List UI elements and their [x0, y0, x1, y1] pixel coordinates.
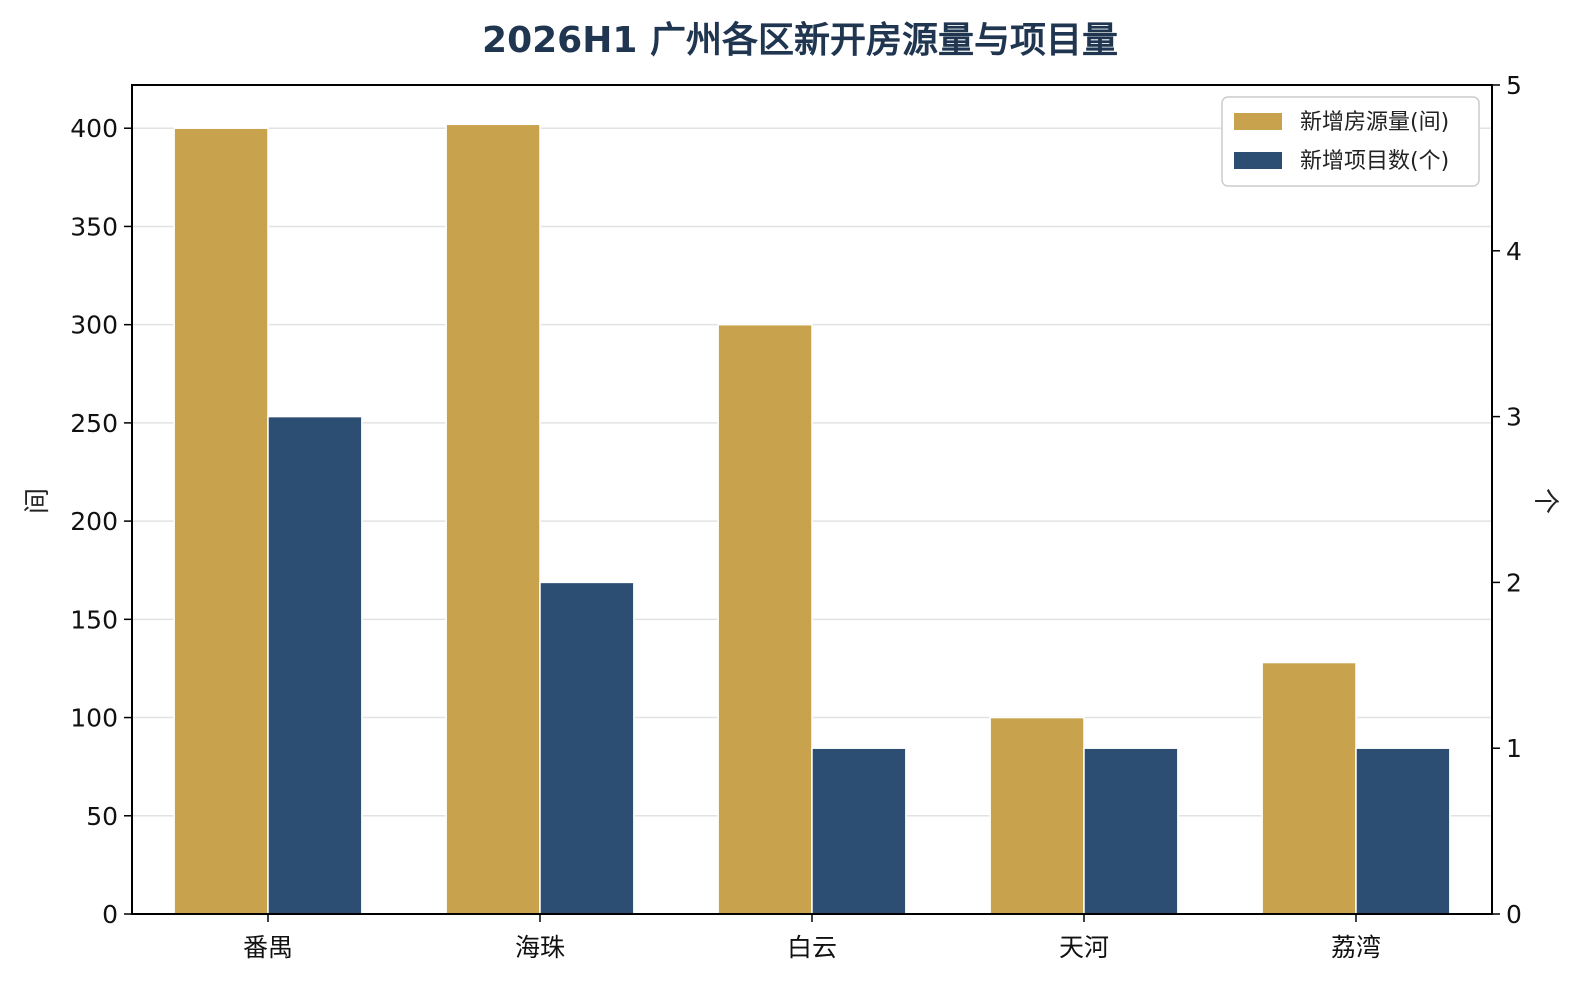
y2-tick-label: 0 — [1506, 900, 1522, 929]
bar-series-1 — [1083, 747, 1179, 915]
x-tick-label: 海珠 — [515, 933, 565, 962]
y-tick-label: 50 — [86, 802, 118, 831]
bar-series-0 — [445, 123, 541, 915]
y2-tick-label: 1 — [1506, 734, 1522, 763]
legend-swatch-series-0 — [1234, 113, 1282, 130]
bar-series-1 — [811, 747, 907, 915]
y2-tick-label: 4 — [1506, 237, 1522, 266]
y-tick-label: 100 — [70, 704, 118, 733]
x-tick-label: 白云 — [787, 933, 837, 962]
legend-box — [1221, 96, 1480, 187]
y2-axis-label: 个 — [1530, 488, 1560, 514]
x-tick-label: 荔湾 — [1331, 933, 1381, 962]
bar-series-0 — [989, 716, 1085, 915]
x-tick-label: 天河 — [1059, 933, 1109, 962]
bar-series-0 — [717, 323, 813, 915]
legend-label-series-1: 新增项目数(个) — [1300, 149, 1449, 174]
y-tick-label: 400 — [70, 114, 118, 143]
bars — [173, 123, 1451, 915]
legend-swatch-series-1 — [1234, 152, 1282, 169]
bar-series-0 — [173, 127, 269, 915]
bar-series-1 — [539, 581, 635, 915]
legend: 新增房源量(间) 新增项目数(个) — [1221, 96, 1480, 187]
x-axis: 番禺 海珠 白云 天河 荔湾 — [243, 914, 1381, 962]
bar-series-1 — [1355, 747, 1451, 915]
y-tick-label: 350 — [70, 212, 118, 241]
y-axis-label: 间 — [23, 488, 53, 514]
chart-title: 2026H1 广州各区新开房源量与项目量 — [482, 20, 1118, 61]
y-axis-left: 0 50 100 150 200 250 300 350 400 — [70, 114, 132, 929]
y2-tick-label: 2 — [1506, 568, 1522, 597]
legend-label-series-0: 新增房源量(间) — [1300, 110, 1449, 135]
y-tick-label: 150 — [70, 605, 118, 634]
x-tick-label: 番禺 — [243, 933, 293, 962]
y2-tick-label: 5 — [1506, 71, 1522, 100]
y-tick-label: 200 — [70, 507, 118, 536]
y2-tick-label: 3 — [1506, 403, 1522, 432]
y-tick-label: 300 — [70, 311, 118, 340]
y-tick-label: 250 — [70, 409, 118, 438]
y-tick-label: 0 — [102, 900, 118, 929]
bar-series-0 — [1261, 661, 1357, 915]
bar-series-1 — [267, 415, 363, 915]
y-axis-right: 0 1 2 3 4 5 — [1492, 71, 1522, 929]
